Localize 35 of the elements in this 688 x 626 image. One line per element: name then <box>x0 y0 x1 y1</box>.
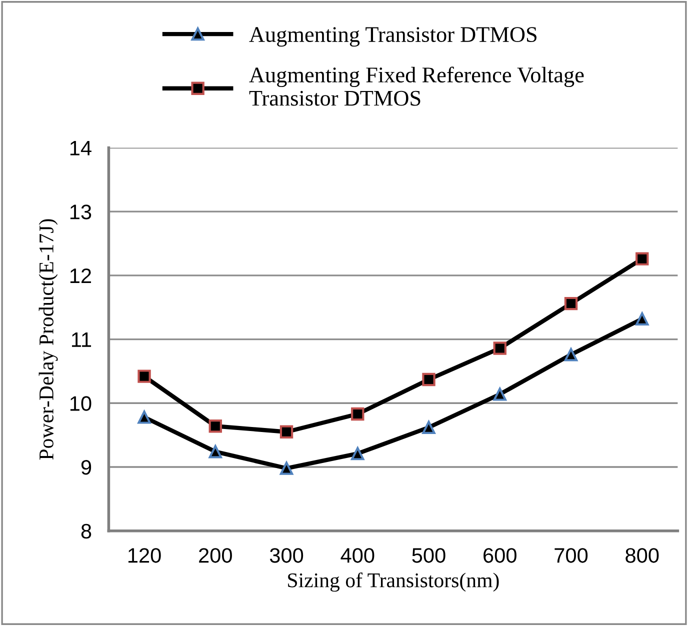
x-tick-label: 120 <box>128 548 161 563</box>
y-tick-label: 12 <box>70 268 91 283</box>
point <box>351 446 364 460</box>
point <box>636 252 649 266</box>
point <box>138 370 151 383</box>
x-tick-label: 800 <box>626 548 659 563</box>
point <box>636 312 649 326</box>
x-tick-label: 500 <box>412 548 446 563</box>
y-tick-label: 13 <box>70 204 92 220</box>
x-axis-title: Sizing of Transistors(nm) <box>288 572 499 592</box>
point <box>564 296 578 310</box>
point <box>351 407 364 421</box>
point <box>138 410 151 424</box>
x-tick-label: 200 <box>199 548 232 563</box>
point <box>280 462 294 475</box>
x-tick-label: 300 <box>270 548 304 563</box>
y-tick-label: 11 <box>72 332 92 347</box>
point <box>280 425 294 438</box>
point <box>208 420 222 433</box>
y-tick-label: 14 <box>70 140 92 156</box>
point <box>422 420 436 434</box>
point <box>422 372 436 386</box>
y-tick-label: 10 <box>70 396 92 411</box>
y-axis-title: Power-Delay Product(E-17J) <box>38 219 58 460</box>
point <box>208 445 222 458</box>
x-tick-label: 600 <box>484 548 516 563</box>
legend-label: Augmenting Fixed Reference Voltage Transistor DTMOS <box>249 66 584 106</box>
y-tick-label: 9 <box>81 460 92 475</box>
legend-label: Augmenting Transistor DTMOS <box>249 27 536 47</box>
x-tick-label: 700 <box>554 548 588 563</box>
point <box>493 388 506 401</box>
y-tick-label: 8 <box>81 524 92 539</box>
x-tick-label: 400 <box>340 548 374 563</box>
point <box>564 348 578 362</box>
point <box>493 342 506 355</box>
